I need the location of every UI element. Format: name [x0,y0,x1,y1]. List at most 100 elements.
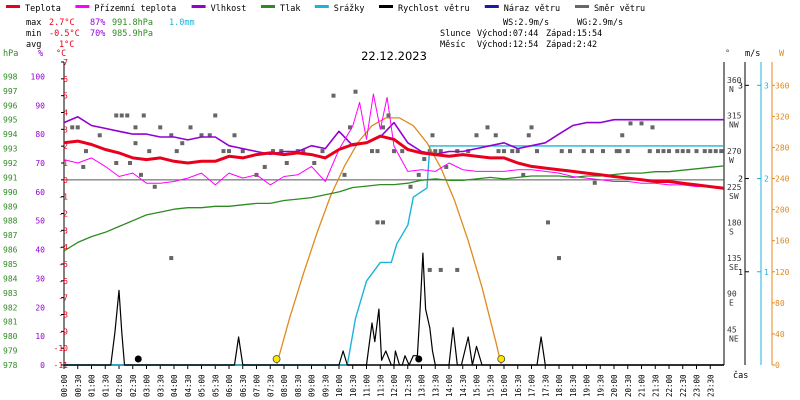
wind-direction-point [601,149,605,154]
hpa-tick-label: 986 [3,246,18,255]
time-tick-label: 18:30 [569,374,578,397]
temp-tick-label: 4 [63,109,68,118]
pct-tick-label: 40 [35,246,45,255]
time-tick-label: 05:30 [211,374,220,397]
series-line-slune-n-z-en- [275,117,502,366]
pct-tick-label: 70 [35,159,45,168]
wind-direction-point [444,164,449,169]
wind-direction-point [416,172,421,177]
time-tick-label: 15:00 [473,374,482,397]
dir-tick-name: SW [729,192,739,201]
time-tick-label: 05:00 [198,374,207,397]
wind-direction-point [590,149,594,154]
w-tick-label: 360 [775,81,790,90]
wind-direction-point [114,113,119,118]
info-moon-label: Měsíc [440,40,466,50]
rain-tick-label: 2 [764,175,769,184]
hpa-tick-label: 987 [3,231,18,240]
wind-direction-point [133,125,138,130]
legend-label: Tlak [280,4,300,14]
time-tick-label: 09:00 [308,374,317,397]
wind-direction-point [661,149,666,154]
wind-direction-point [284,161,289,165]
w-tick-label: 320 [775,112,790,121]
info-sun-set: Západ:15:54 [546,29,602,39]
stat-min-temp: -0.5°C [49,29,80,39]
wind-direction-point [408,184,413,189]
wind-direction-point [559,149,564,154]
wind-direction-point [133,141,138,146]
wind-direction-point [70,125,75,130]
hpa-tick-label: 988 [3,217,18,226]
hpa-tick-label: 979 [3,347,18,356]
wind-direction-point [400,149,405,154]
time-tick-label: 19:30 [596,374,605,397]
legend-label: Teplota [25,4,61,14]
legend-label: Směr větru [594,4,645,14]
stat-max-press: 991.8hPa [112,18,153,28]
moon-marker [134,355,142,363]
hpa-tick-label: 981 [3,318,18,327]
wind-direction-point [141,113,146,118]
wind-direction-point [75,125,80,130]
time-tick-label: 14:30 [459,374,468,397]
series-line-sr-ky [64,145,724,366]
legend-label: Přízemní teplota [94,4,176,14]
wind-direction-point [97,133,102,138]
dir-tick-name: W [729,156,734,165]
pct-tick-label: 0 [40,361,45,370]
wind-direction-point [430,133,435,138]
stat-avg-label: avg [26,40,41,50]
wind-direction-point [422,157,427,162]
legend-label: Rychlost větru [398,4,470,14]
pct-tick-label: 100 [31,72,46,81]
wind-direction-point [169,256,174,261]
wind-direction-point [667,149,671,154]
pct-tick-label: 80 [35,130,45,139]
temp-tick-label: 0 [63,176,68,185]
wind-direction-point [392,149,396,154]
wind-direction-point [535,149,539,154]
hpa-tick-label: 991 [3,173,18,182]
time-tick-label: 20:00 [610,374,619,397]
wind-direction-point [474,133,479,138]
info-sun-rise: Východ:07:44 [477,29,538,39]
w-tick-label: 240 [775,175,790,184]
wind-direction-point [320,149,325,154]
time-tick-label: 03:00 [143,374,152,397]
stat-max-label: max [26,18,41,28]
legend-label: Vlhkost [211,4,247,14]
dir-tick-name: N [729,85,734,94]
dir-tick-label: 90 [727,290,737,299]
hpa-tick-label: 998 [3,72,18,81]
ms-tick-label: 2 [738,175,743,184]
stat-avg-temp: 1°C [59,40,74,50]
wind-direction-point [207,133,212,138]
time-tick-label: 19:00 [583,374,592,397]
legend-swatch [575,5,589,8]
time-tick-label: 22:30 [679,374,688,397]
stat-min-press: 985.9hPa [112,29,153,39]
info-moon-set: Západ:2:42 [546,40,597,50]
w-tick-label: 80 [775,299,785,308]
wind-direction-point [342,172,347,177]
wind-direction-point [128,161,132,165]
temp-tick-label: 5 [63,92,68,101]
wind-direction-point [614,149,619,154]
legend: Teplota Přízemní teplota Vlhkost Tlak Srážky… [6,4,645,14]
wind-direction-point [557,256,561,261]
wind-direction-point [174,149,179,154]
stat-max-rain: 1.0mm [169,18,195,28]
hpa-tick-label: 982 [3,303,18,312]
wind-direction-point [713,149,718,154]
stat-min-label: min [26,29,41,39]
time-tick-label: 16:30 [514,374,523,397]
wind-direction-point [708,149,713,154]
hpa-tick-label: 980 [3,332,18,341]
time-tick-label: 21:30 [651,374,660,397]
wind-direction-point [438,149,443,154]
time-tick-label: 12:00 [390,374,399,397]
time-tick-label: 17:30 [541,374,550,397]
hpa-tick-label: 996 [3,101,18,110]
